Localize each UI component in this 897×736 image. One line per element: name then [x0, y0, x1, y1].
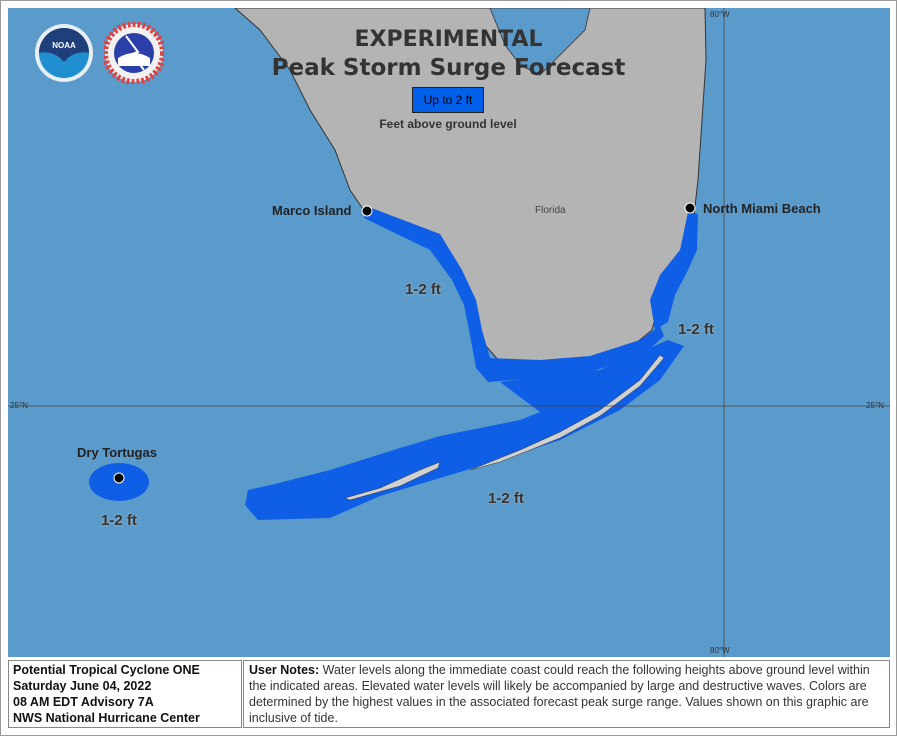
notes-label: User Notes: [249, 663, 320, 677]
nws-logo [102, 21, 166, 85]
surge-label-east: 1-2 ft [678, 321, 714, 338]
advisory-info: Potential Tropical Cyclone ONE Saturday … [8, 660, 242, 728]
surge-west-coast [364, 206, 664, 382]
title-experimental: EXPERIMENTAL [354, 27, 543, 52]
surge-keys [245, 340, 684, 520]
agency: NWS National Hurricane Center [13, 711, 200, 725]
lat-label-right: 25°N [866, 401, 884, 410]
legend-category: Up to 2 ft [412, 87, 484, 113]
advisory-number: 08 AM EDT Advisory 7A [13, 695, 154, 709]
label-florida: Florida [535, 205, 566, 216]
florida-keys [344, 354, 665, 501]
advisory-date: Saturday June 04, 2022 [13, 679, 152, 693]
surge-map [8, 8, 890, 657]
marker-dry-tortugas [113, 472, 125, 484]
marker-marco-island [361, 205, 373, 217]
surge-label-keys: 1-2 ft [488, 490, 524, 507]
surge-label-dry-tortugas: 1-2 ft [101, 512, 137, 529]
lat-label-left: 25°N [10, 401, 28, 410]
label-dry-tortugas: Dry Tortugas [77, 445, 157, 460]
lon-label-bottom: 80°W [710, 646, 730, 655]
marker-north-miami-beach [684, 202, 696, 214]
lon-label-top: 80°W [710, 10, 730, 19]
label-marco-island: Marco Island [272, 203, 352, 218]
user-notes: User Notes: Water levels along the immed… [243, 660, 890, 728]
page-title: Peak Storm Surge Forecast [271, 55, 626, 81]
noaa-logo: NOAA [34, 22, 94, 84]
surge-label-west: 1-2 ft [405, 281, 441, 298]
surge-east-coast [650, 212, 698, 330]
label-north-miami-beach: North Miami Beach [703, 201, 821, 216]
svg-text:NOAA: NOAA [52, 41, 76, 50]
lake-okeechobee [489, 8, 591, 76]
legend-subtitle: Feet above ground level [379, 117, 517, 131]
notes-text: Water levels along the immediate coast c… [249, 663, 870, 725]
storm-name: Potential Tropical Cyclone ONE [13, 663, 200, 677]
